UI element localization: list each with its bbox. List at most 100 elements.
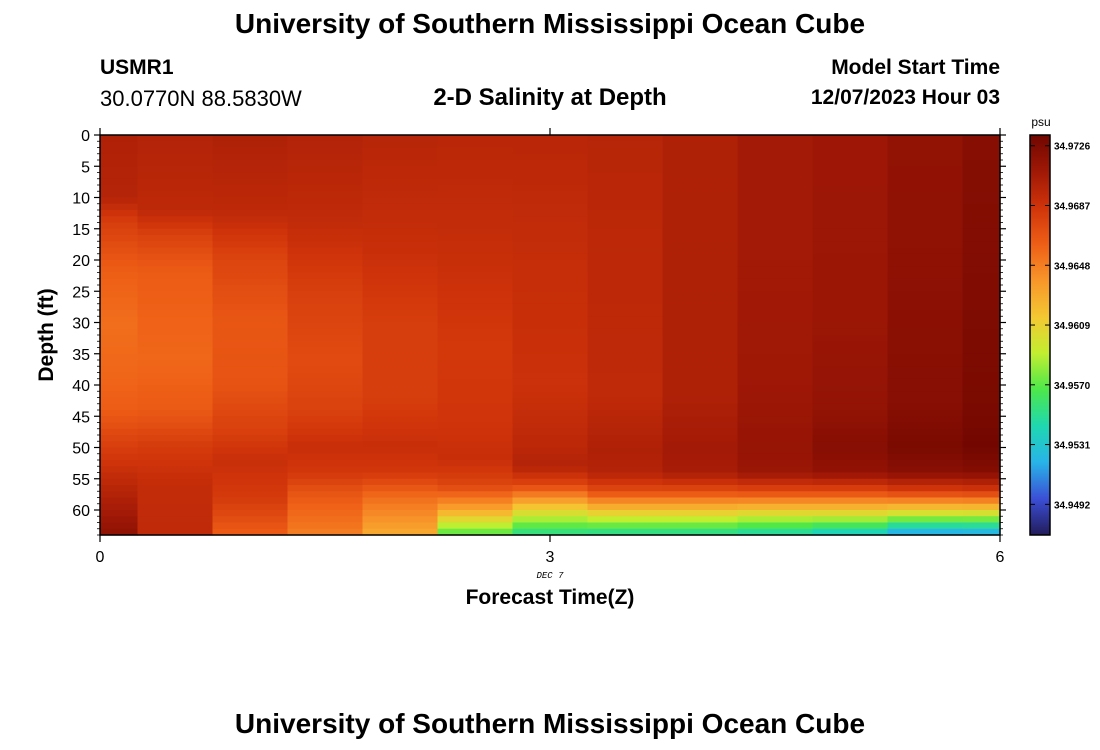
heatmap-cell	[287, 285, 364, 292]
heatmap-cell	[137, 272, 214, 280]
heatmap-cell	[137, 260, 214, 267]
heatmap-cell	[887, 397, 964, 405]
heatmap-cell	[587, 447, 664, 455]
y-tick-label: 30	[72, 316, 90, 333]
heatmap-cell	[362, 278, 439, 286]
heatmap-cell	[137, 466, 214, 474]
heatmap-cell	[662, 460, 739, 467]
heatmap-cell	[737, 260, 814, 267]
heatmap-cell	[212, 472, 289, 480]
heatmap-cell	[437, 510, 514, 517]
heatmap-cell	[812, 260, 889, 267]
heatmap-cell	[100, 303, 139, 311]
x-tick-label: 6	[996, 549, 1005, 566]
chart-title: 2-D Salinity at Depth	[433, 84, 667, 111]
heatmap-cell	[362, 428, 439, 436]
heatmap-cell	[812, 378, 889, 386]
heatmap-cell	[212, 147, 289, 155]
heatmap-cell	[887, 241, 964, 249]
heatmap-cell	[587, 135, 664, 142]
heatmap-cell	[662, 503, 739, 511]
station-id: USMR1	[100, 56, 174, 79]
heatmap-cell	[662, 528, 739, 536]
heatmap-cell	[362, 360, 439, 367]
colorbar: psu 34.949234.953134.957034.960934.96483…	[1029, 115, 1091, 536]
heatmap-cell	[437, 422, 514, 430]
heatmap-cell	[212, 291, 289, 299]
heatmap-cell	[812, 272, 889, 280]
heatmap-cell	[962, 385, 1001, 392]
heatmap-cell	[737, 447, 814, 455]
heatmap-cell	[287, 422, 364, 430]
heatmap-cell	[587, 178, 664, 186]
heatmap-cell	[362, 435, 439, 442]
heatmap-cell	[212, 178, 289, 186]
heatmap-cell	[662, 347, 739, 355]
heatmap-cell	[887, 366, 964, 374]
heatmap-cell	[137, 328, 214, 336]
heatmap-cell	[137, 166, 214, 174]
heatmap-cell	[812, 478, 889, 486]
heatmap-cell	[437, 447, 514, 455]
heatmap-cell	[887, 247, 964, 255]
heatmap-cell	[887, 278, 964, 286]
heatmap-cell	[812, 203, 889, 211]
heatmap-cell	[512, 153, 589, 161]
heatmap-cell	[100, 222, 139, 230]
heatmap-cell	[962, 447, 1001, 455]
heatmap-cell	[287, 166, 364, 174]
heatmap-cell	[437, 260, 514, 267]
heatmap-cell	[212, 353, 289, 361]
heatmap-cell	[362, 197, 439, 205]
heatmap-cell	[662, 410, 739, 417]
heatmap-cell	[437, 522, 514, 530]
heatmap-cell	[737, 222, 814, 230]
heatmap-cell	[887, 153, 964, 161]
heatmap-cell	[362, 235, 439, 242]
heatmap-cell	[362, 372, 439, 380]
heatmap-cell	[362, 397, 439, 405]
heatmap-cell	[362, 310, 439, 317]
heatmap-cell	[437, 497, 514, 505]
heatmap-cell	[512, 347, 589, 355]
heatmap-cell	[587, 310, 664, 317]
heatmap-cell	[887, 410, 964, 417]
heatmap-cell	[437, 385, 514, 392]
heatmap-cell	[737, 478, 814, 486]
heatmap-cell	[962, 228, 1001, 236]
heatmap-cell	[287, 210, 364, 217]
heatmap-cell	[362, 303, 439, 311]
colorbar-tick-label: 34.9687	[1054, 201, 1091, 212]
colorbar-tick-label: 34.9531	[1054, 441, 1091, 452]
heatmap-cell	[812, 372, 889, 380]
heatmap-cell	[887, 185, 964, 192]
heatmap-cell	[737, 278, 814, 286]
heatmap-cell	[437, 466, 514, 474]
heatmap-cell	[100, 460, 139, 467]
heatmap-cell	[512, 241, 589, 249]
heatmap-cell	[512, 141, 589, 149]
heatmap-cell	[137, 141, 214, 149]
heatmap-cell	[812, 210, 889, 217]
heatmap-cell	[737, 528, 814, 536]
heatmap-cell	[962, 172, 1001, 180]
heatmap-cell	[737, 266, 814, 274]
heatmap-cell	[737, 178, 814, 186]
heatmap-cell	[812, 216, 889, 224]
heatmap-cell	[962, 366, 1001, 374]
heatmap-cell	[512, 366, 589, 374]
heatmap-cell	[812, 472, 889, 480]
heatmap-cell	[737, 347, 814, 355]
heatmap-cell	[212, 503, 289, 511]
heatmap-cell	[512, 472, 589, 480]
heatmap-cell	[287, 466, 364, 474]
heatmap-cell	[587, 235, 664, 242]
heatmap-cell	[437, 316, 514, 324]
heatmap-cell	[962, 153, 1001, 161]
heatmap-cell	[962, 303, 1001, 311]
heatmap-cell	[100, 310, 139, 317]
heatmap-cell	[287, 172, 364, 180]
heatmap-cell	[437, 347, 514, 355]
heatmap-cell	[812, 316, 889, 324]
heatmap-cell	[887, 335, 964, 342]
